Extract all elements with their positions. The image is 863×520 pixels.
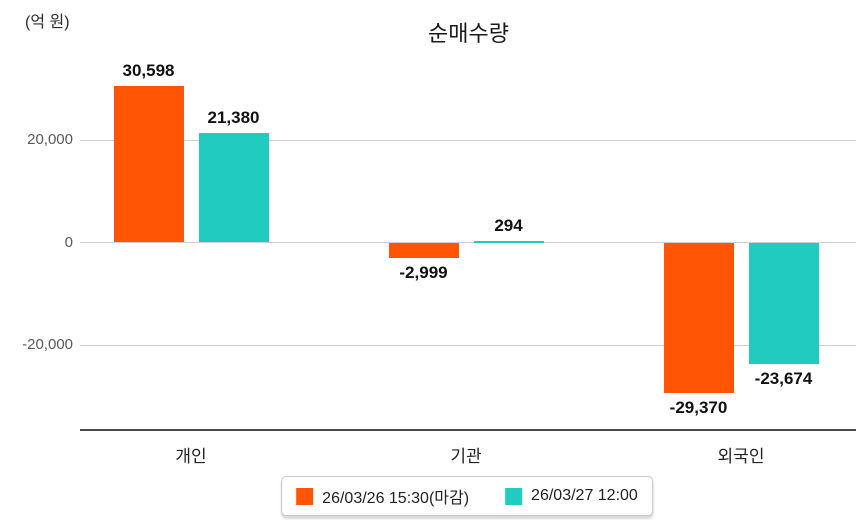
bar — [198, 132, 269, 243]
chart-title: 순매수량 — [428, 21, 509, 46]
legend-swatch-icon — [296, 487, 314, 505]
bar-value-label: -2,999 — [399, 262, 448, 282]
bar-value-label: 21,380 — [207, 107, 260, 127]
y-axis-unit-label: (억 원) — [25, 14, 70, 31]
bar-value-label: 30,598 — [122, 60, 175, 80]
category-label: 기관 — [450, 447, 482, 466]
grid-line — [80, 139, 856, 141]
legend-swatch-icon — [505, 487, 523, 505]
bar-value-label: -23,674 — [754, 368, 813, 388]
legend-label: 26/03/27 12:00 — [531, 487, 638, 504]
bar — [473, 240, 544, 243]
category-label: 외국인 — [717, 447, 765, 466]
grid-line — [80, 242, 856, 243]
category-label: 개인 — [175, 447, 207, 466]
y-axis-tick-label: 0 — [64, 233, 73, 251]
legend-item[interactable]: 26/03/27 12:00 — [505, 487, 638, 505]
bar — [748, 242, 819, 364]
legend-label: 26/03/26 15:30(마감) — [322, 490, 470, 507]
legend: 26/03/26 15:30(마감) 26/03/27 12:00 — [281, 476, 653, 516]
bar-value-label: 294 — [494, 215, 523, 235]
bar — [663, 242, 734, 394]
y-axis-tick-label: 20,000 — [27, 131, 73, 148]
grid-line — [80, 344, 856, 346]
y-axis-tick-label: -20,000 — [22, 336, 73, 353]
bar — [388, 242, 459, 258]
bar-value-label: -29,370 — [669, 398, 728, 418]
x-axis-line — [80, 429, 856, 431]
legend-item[interactable]: 26/03/26 15:30(마감) — [296, 484, 469, 508]
bar — [113, 85, 184, 243]
